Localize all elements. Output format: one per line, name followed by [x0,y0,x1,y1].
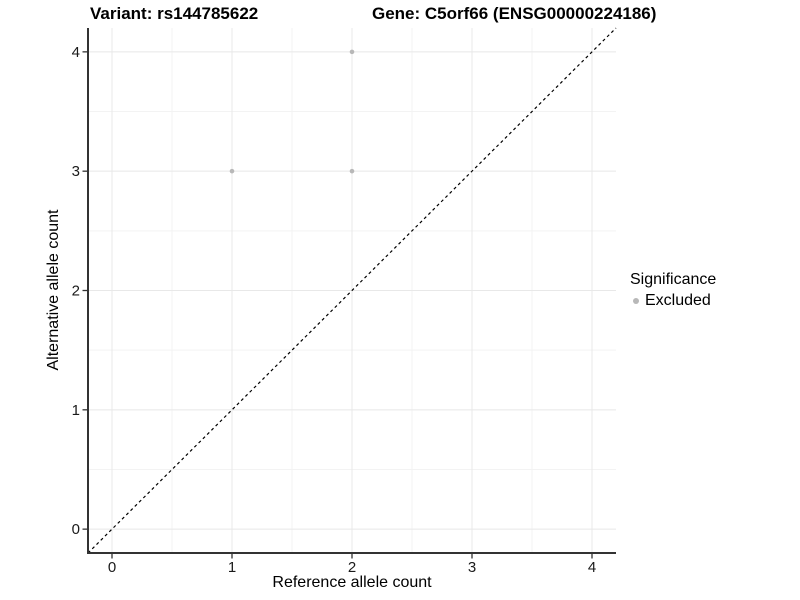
chart-title-gene: Gene: C5orf66 (ENSG00000224186) [372,4,657,23]
legend: Significance Excluded [630,271,716,310]
legend-point-icon [633,298,639,304]
data-point [349,168,355,174]
y-axis-title: Alternative allele count [45,209,62,371]
y-tick-label: 1 [72,402,80,419]
x-axis-title: Reference allele count [272,574,432,591]
identity-dashed-line [87,27,617,554]
y-tick-label: 3 [72,163,80,180]
chart-title-variant: Variant: rs144785622 [90,4,259,23]
y-tick-label: 0 [72,521,80,538]
x-tick-label: 4 [588,559,596,576]
legend-title: Significance [630,271,717,288]
x-tick-label: 0 [108,559,116,576]
data-point [229,168,235,174]
y-tick-label: 4 [72,44,80,61]
legend-item-label: Excluded [645,292,711,309]
x-tick-label: 2 [348,559,356,576]
legend-item-excluded: Excluded [630,292,716,310]
y-tick-label: 2 [72,283,80,300]
x-tick-label: 3 [468,559,476,576]
x-tick-label: 1 [228,559,236,576]
data-point [349,49,355,55]
